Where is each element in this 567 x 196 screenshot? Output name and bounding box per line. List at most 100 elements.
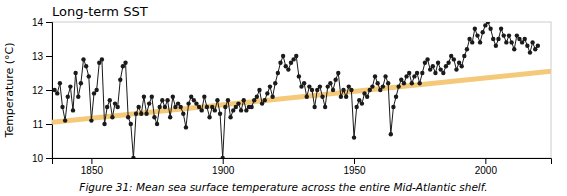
point bbox=[352, 135, 356, 139]
point bbox=[462, 54, 466, 58]
point bbox=[475, 33, 479, 37]
plot: 18501900195020001011121314 bbox=[32, 17, 552, 176]
point bbox=[142, 95, 146, 99]
point bbox=[294, 54, 298, 58]
point bbox=[150, 95, 154, 99]
point bbox=[389, 132, 393, 136]
point bbox=[281, 54, 285, 58]
point bbox=[228, 115, 232, 119]
point bbox=[373, 74, 377, 78]
point bbox=[436, 61, 440, 65]
point bbox=[473, 27, 477, 31]
tick-mark bbox=[46, 158, 52, 159]
tick-label: 1950 bbox=[343, 165, 366, 176]
point bbox=[239, 108, 243, 112]
point bbox=[79, 81, 83, 85]
tick: 14 bbox=[32, 17, 52, 28]
point bbox=[76, 95, 80, 99]
point bbox=[452, 57, 456, 61]
point bbox=[147, 101, 151, 105]
tick-mark bbox=[46, 22, 52, 23]
point bbox=[84, 64, 88, 68]
point bbox=[152, 115, 156, 119]
point bbox=[486, 22, 490, 24]
tick: 1950 bbox=[343, 158, 366, 176]
point bbox=[139, 112, 143, 116]
point bbox=[270, 95, 274, 99]
tick-label: 13 bbox=[32, 51, 44, 62]
point bbox=[144, 112, 148, 116]
point bbox=[263, 98, 267, 102]
point bbox=[370, 84, 374, 88]
point bbox=[536, 44, 540, 48]
point bbox=[215, 98, 219, 102]
point bbox=[496, 37, 500, 41]
point bbox=[218, 112, 222, 116]
point bbox=[94, 88, 98, 92]
point bbox=[481, 30, 485, 34]
point bbox=[66, 95, 70, 99]
tick-label: 11 bbox=[33, 119, 44, 130]
point bbox=[523, 37, 527, 41]
point bbox=[73, 71, 77, 75]
point bbox=[339, 95, 343, 99]
point bbox=[323, 105, 327, 109]
point bbox=[157, 105, 161, 109]
tick: 12 bbox=[32, 85, 52, 96]
point bbox=[131, 156, 135, 158]
point bbox=[365, 95, 369, 99]
tick-mark bbox=[91, 158, 92, 164]
tick: 2000 bbox=[475, 158, 498, 176]
point bbox=[129, 122, 133, 126]
point bbox=[126, 115, 130, 119]
point bbox=[184, 125, 188, 129]
point bbox=[344, 95, 348, 99]
point bbox=[297, 74, 301, 78]
point bbox=[257, 88, 261, 92]
point bbox=[276, 71, 280, 75]
tick: 1850 bbox=[81, 158, 104, 176]
point bbox=[102, 122, 106, 126]
point bbox=[302, 81, 306, 85]
point bbox=[391, 105, 395, 109]
point bbox=[268, 84, 272, 88]
point bbox=[478, 40, 482, 44]
point bbox=[89, 118, 93, 122]
point bbox=[425, 57, 429, 61]
point bbox=[160, 98, 164, 102]
point bbox=[394, 95, 398, 99]
point bbox=[465, 47, 469, 51]
point bbox=[171, 95, 175, 99]
point bbox=[528, 50, 532, 54]
chart: 18501900195020001011121314Long-term SSTT… bbox=[0, 0, 567, 196]
point bbox=[354, 105, 358, 109]
tick: 10 bbox=[32, 153, 52, 164]
tick-label: 12 bbox=[32, 85, 44, 96]
point bbox=[470, 40, 474, 44]
point bbox=[100, 57, 104, 61]
point bbox=[58, 81, 62, 85]
point bbox=[433, 71, 437, 75]
point bbox=[320, 95, 324, 99]
point bbox=[410, 81, 414, 85]
series-line bbox=[55, 22, 538, 158]
point bbox=[417, 81, 421, 85]
point bbox=[202, 95, 206, 99]
point bbox=[181, 112, 185, 116]
point bbox=[68, 84, 72, 88]
tick-mark bbox=[46, 56, 52, 57]
point bbox=[494, 44, 498, 48]
point bbox=[415, 71, 419, 75]
point bbox=[328, 81, 332, 85]
point bbox=[249, 105, 253, 109]
tick-label: 14 bbox=[32, 17, 44, 28]
point bbox=[81, 57, 85, 61]
point bbox=[530, 40, 534, 44]
point bbox=[431, 64, 435, 68]
point bbox=[310, 88, 314, 92]
point bbox=[207, 115, 211, 119]
point bbox=[383, 74, 387, 78]
point bbox=[318, 84, 322, 88]
point bbox=[60, 105, 64, 109]
y-axis: 10 11 12 13 14 bbox=[32, 17, 53, 164]
